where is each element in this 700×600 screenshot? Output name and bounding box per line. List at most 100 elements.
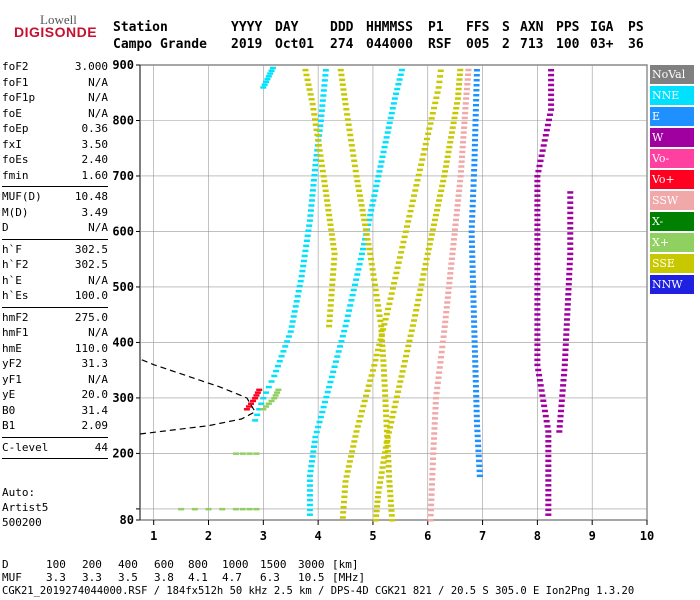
footer-distance-cell: 600	[154, 558, 174, 571]
trace-point	[322, 69, 329, 72]
trace-point	[455, 92, 462, 96]
trace-point	[474, 439, 481, 443]
footer-distance-cell: 800	[188, 558, 208, 571]
trace-point	[567, 252, 574, 256]
trace-point	[320, 94, 327, 97]
trace-point	[363, 233, 370, 236]
param-value: 3.50	[81, 137, 109, 151]
trace-point	[562, 348, 569, 352]
trace-point	[567, 201, 574, 204]
trace-point	[403, 354, 410, 358]
y-tick-label: 400	[112, 335, 134, 349]
trace-point	[472, 103, 479, 107]
trace-point	[469, 209, 476, 213]
trace-point	[258, 402, 265, 405]
trace-point	[331, 257, 338, 261]
trace-point	[320, 174, 327, 178]
trace-point	[567, 257, 574, 261]
footer-distance-cell: 400	[118, 558, 138, 571]
trace-point	[545, 435, 552, 438]
trace-point	[380, 364, 387, 367]
header-value-day: Oct01	[275, 37, 315, 52]
trace-point	[311, 168, 318, 172]
trace-point	[562, 343, 569, 346]
trace-point	[534, 363, 541, 367]
trace-point	[437, 75, 444, 78]
trace-point	[545, 444, 552, 448]
trace-point	[311, 440, 318, 444]
trace-point	[545, 440, 552, 443]
trace-point	[536, 164, 543, 168]
trace-point	[449, 126, 456, 129]
trace-point	[534, 223, 541, 227]
footer-muf-cell: 3.5	[118, 571, 138, 584]
trace-point	[564, 318, 571, 321]
trace-point	[369, 268, 376, 271]
trace-point	[297, 279, 304, 283]
trace-point	[326, 213, 333, 217]
header-label-hhmmss: HHMMSS	[366, 20, 413, 35]
trace-point	[473, 93, 480, 97]
trace-point	[339, 334, 346, 338]
trace-point	[264, 77, 271, 81]
trace-point	[417, 288, 424, 292]
trace-point	[346, 460, 353, 463]
trace-point	[391, 405, 398, 409]
param-value: 100.0	[74, 289, 108, 302]
trace-point	[413, 309, 420, 312]
trace-point	[534, 213, 541, 217]
trace-point	[534, 208, 541, 212]
trace-point	[451, 233, 458, 236]
trace-point	[288, 325, 295, 328]
trace-point	[470, 295, 477, 298]
trace-point	[382, 317, 389, 321]
auto-label: Auto:	[2, 486, 36, 499]
trace-point	[473, 68, 480, 72]
trace-point	[392, 400, 399, 404]
trace-point	[328, 375, 335, 379]
param-value: 44	[94, 440, 108, 454]
trace-point	[563, 328, 570, 331]
trace-point	[359, 208, 366, 212]
trace-point	[558, 399, 565, 402]
trace-point	[473, 98, 480, 102]
trace-point	[361, 399, 368, 403]
footer-muf-cell: 3.3	[82, 571, 102, 584]
trace-point	[453, 213, 460, 217]
trace-point	[534, 338, 541, 341]
trace-point	[302, 68, 309, 72]
trace-point	[321, 84, 328, 87]
trace-point	[534, 353, 541, 357]
trace-point	[447, 267, 454, 270]
trace-point	[358, 252, 365, 256]
trace-point	[470, 310, 477, 313]
trace-point	[548, 73, 555, 77]
trace-point	[348, 455, 355, 458]
trace-point	[435, 86, 442, 89]
trace-point	[473, 404, 480, 408]
trace-point	[265, 385, 272, 389]
x-tick-label: 9	[589, 529, 596, 543]
trace-point	[261, 83, 268, 86]
trace-point	[465, 73, 472, 77]
trace-point	[472, 128, 479, 132]
trace-point	[459, 145, 466, 149]
trace-point	[562, 358, 569, 362]
trace-point	[379, 466, 386, 469]
trace-point	[461, 116, 468, 120]
trace-point	[331, 365, 338, 368]
trace-point	[351, 164, 358, 168]
trace-point	[567, 242, 574, 245]
trace-point	[421, 268, 428, 271]
trace-point	[306, 479, 313, 482]
trace-point	[436, 80, 443, 84]
trace-point	[268, 69, 275, 73]
trace-point	[314, 133, 321, 137]
trace-point	[464, 83, 471, 86]
trace-point	[358, 204, 365, 207]
trace-point	[428, 493, 435, 496]
trace-point	[239, 452, 246, 455]
trace-point	[345, 123, 352, 126]
trace-point	[444, 155, 451, 159]
logo-lowell: Lowell	[40, 12, 77, 27]
